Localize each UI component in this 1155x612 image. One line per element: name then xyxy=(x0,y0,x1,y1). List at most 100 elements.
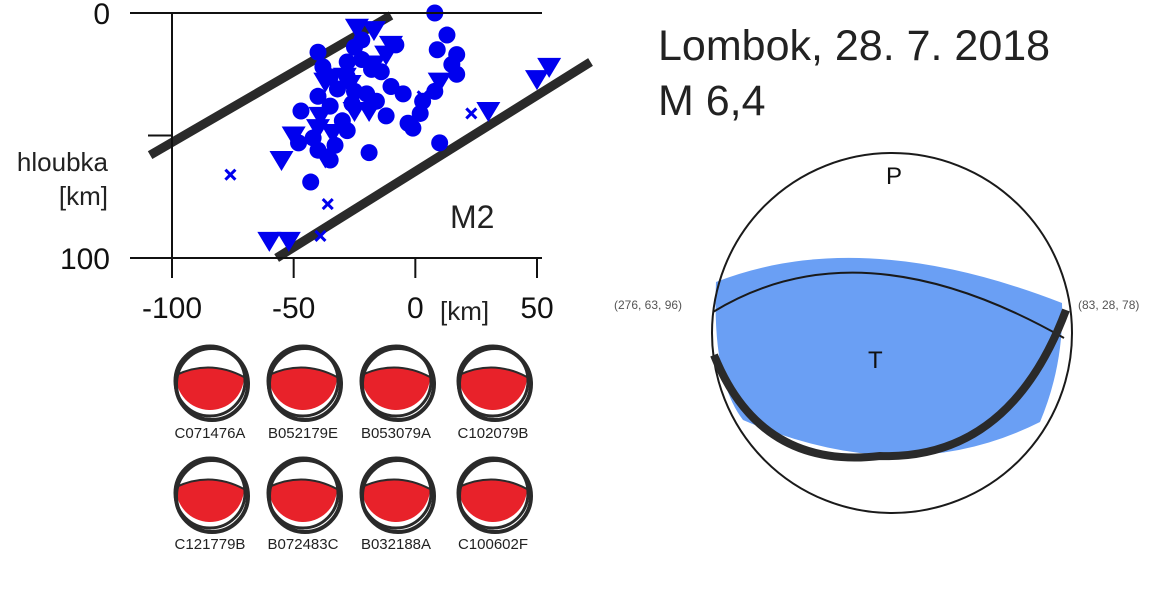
hypocenter-triangle xyxy=(320,124,345,145)
beachball-nodal xyxy=(458,366,528,378)
beachball-nodal xyxy=(268,366,338,378)
hypocenter-triangle xyxy=(361,21,386,42)
hypocenter-triangle xyxy=(313,148,338,169)
t-axis-label: T xyxy=(868,347,883,374)
hypocenter-circle xyxy=(438,26,456,44)
beachball-fill xyxy=(458,367,527,410)
beachball-nodal xyxy=(175,478,245,490)
x-axis-unit: [km] xyxy=(440,296,489,326)
hypocenter-triangle xyxy=(276,231,301,252)
beachball-label: C102079B xyxy=(458,425,529,442)
hypocenter-points xyxy=(224,4,562,252)
beachball-outline xyxy=(173,344,247,418)
band-line-1 xyxy=(147,11,394,159)
beachball-outline xyxy=(359,344,433,418)
hypocenter-circle xyxy=(338,53,356,71)
beachball-nodal xyxy=(175,366,245,378)
beachball-fill xyxy=(268,367,337,410)
hypocenter-triangle xyxy=(306,119,330,140)
hypocenter-triangle xyxy=(525,70,549,91)
beachball-label: B032188A xyxy=(361,536,431,553)
hypocenter-triangle xyxy=(281,126,306,147)
beachball: C071476A xyxy=(173,344,250,442)
beachball: C102079B xyxy=(456,344,533,442)
beachball-nodal xyxy=(361,366,431,378)
zone-label: M2 xyxy=(450,199,494,235)
hypocenter-triangle xyxy=(257,231,282,252)
beachball-outline xyxy=(173,456,247,530)
hypocenter-circle xyxy=(302,173,320,191)
hypocenter-circle xyxy=(382,78,400,95)
y-ticks: 0 100 xyxy=(60,0,172,276)
beachball: B032188A xyxy=(359,456,436,553)
hypocenter-triangle xyxy=(537,57,562,78)
beachball: B053079A xyxy=(359,344,436,442)
hypocenter-circle xyxy=(448,65,466,83)
beachball-grid: C071476A B052179E B053079A C102079B C121779B… xyxy=(173,344,533,553)
hypocenter-cross xyxy=(465,107,478,120)
beachball-outline xyxy=(266,344,340,418)
hypocenter-cross xyxy=(224,168,237,181)
beachball-fill xyxy=(175,367,244,411)
beachball-nodal xyxy=(458,478,528,490)
beachball-outline xyxy=(266,456,340,530)
y-axis-title-line1: hloubka xyxy=(17,147,109,177)
hypocenter-circle xyxy=(309,87,327,105)
hypocenter-triangle xyxy=(374,45,399,66)
beachball-label: B072483C xyxy=(268,536,339,553)
beachball-label: B052179E xyxy=(268,425,338,442)
beachball-fill xyxy=(361,367,430,411)
hypocenter-triangle xyxy=(308,106,333,127)
nodal-plane-2-label: (83, 28, 78) xyxy=(1078,298,1139,312)
band-line-2 xyxy=(274,58,593,262)
y-axis-title-line2: [km] xyxy=(59,181,108,211)
beachball-outline xyxy=(456,344,530,418)
hypocenter-circle xyxy=(314,58,332,76)
x-tick-label: 50 xyxy=(520,292,553,325)
hypocenter-circle xyxy=(377,107,395,125)
compressional-quadrant xyxy=(715,257,1063,456)
hypocenter-circle xyxy=(428,41,446,59)
hypocenter-circle xyxy=(411,104,429,122)
beachball-nodal xyxy=(268,478,338,490)
x-ticks: -100 -50 0 50 xyxy=(142,258,554,325)
beachball-label: B053079A xyxy=(361,425,431,442)
y-tick-label: 0 xyxy=(93,0,110,31)
hypocenter-triangle xyxy=(476,102,501,122)
beachball-fill xyxy=(268,479,337,522)
hypocenter-circle xyxy=(309,43,327,61)
hypocenter-cross xyxy=(321,198,334,211)
hypocenter-triangle xyxy=(427,72,452,93)
beachball-nodal xyxy=(361,478,431,490)
hypocenter-circle xyxy=(360,144,378,162)
hypocenter-circle xyxy=(353,51,371,69)
x-tick-label: 0 xyxy=(407,292,424,325)
hypocenter-circle xyxy=(292,102,310,120)
beachball-outline xyxy=(456,456,530,530)
beachball: B072483C xyxy=(266,456,343,553)
hypocenter-cross xyxy=(355,87,368,100)
beachball-label: C071476A xyxy=(175,425,246,442)
nodal-plane-1-label: (276, 63, 96) xyxy=(614,298,682,312)
hypocenter-circle xyxy=(328,80,346,98)
beachball-fill xyxy=(175,479,244,523)
hypocenter-circle xyxy=(404,119,422,137)
depth-section-plot: -100 -50 0 50 0 100 hloubka [km] [km] M2 xyxy=(17,0,593,326)
beachball-fill xyxy=(458,479,527,522)
focal-sphere-outline xyxy=(711,152,1073,514)
hypocenter-triangle xyxy=(337,75,362,96)
hypocenter-cross xyxy=(416,90,429,103)
subduction-band xyxy=(147,11,593,262)
hypocenter-circle xyxy=(431,134,449,152)
y-tick-label: 100 xyxy=(60,243,110,276)
beachball-outline xyxy=(359,456,433,530)
hypocenter-circle xyxy=(448,46,466,64)
hypocenter-triangle xyxy=(357,102,382,122)
hypocenter-triangle xyxy=(361,55,386,76)
beachball: B052179E xyxy=(266,344,343,442)
beachball-fill xyxy=(361,479,430,523)
hypocenter-triangle xyxy=(269,151,294,171)
event-magnitude: M 6,4 xyxy=(658,77,766,125)
hypocenter-cross xyxy=(314,229,327,243)
